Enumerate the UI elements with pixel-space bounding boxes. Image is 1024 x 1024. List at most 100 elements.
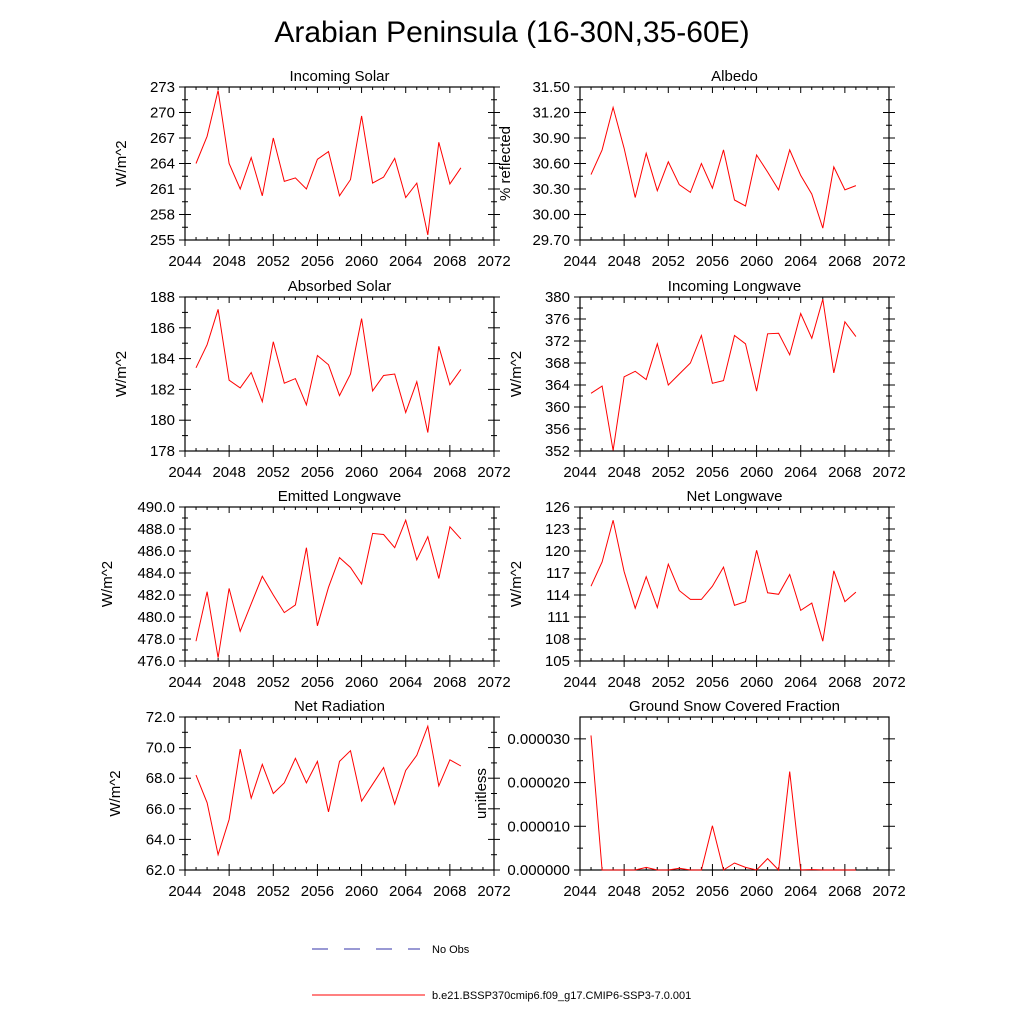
data-point [284, 382, 286, 384]
data-point [811, 869, 813, 871]
data-point [195, 774, 197, 776]
data-point [361, 583, 363, 585]
x-tick-label: 2052 [652, 674, 685, 691]
data-point [449, 759, 451, 761]
y-tick-label: 108 [545, 631, 570, 648]
data-point [295, 177, 297, 179]
data-point [590, 392, 592, 394]
panel-incoming-solar: Incoming Solar 2044 2048 2052 2056 2060 2064 20… [113, 68, 511, 270]
y-axis-label: W/m^2 [107, 770, 124, 816]
y-tick-label: 0.000010 [507, 818, 570, 835]
y-tick-label: 72.0 [146, 709, 175, 726]
x-tick-label: 2060 [740, 674, 773, 691]
data-point [206, 344, 208, 346]
y-tick-label: 486.0 [137, 543, 175, 560]
data-point [645, 576, 647, 578]
data-point [590, 585, 592, 587]
data-point [328, 364, 330, 366]
y-tick-label: 70.0 [146, 740, 175, 757]
panel-title: Albedo [711, 68, 758, 85]
y-tick-label: 0.000020 [507, 775, 570, 792]
legend: No Obs b.e21.BSSP370cmip6.f09_g17.CMIP6-S… [312, 944, 691, 1002]
x-tick-label: 2044 [168, 253, 201, 270]
data-point [239, 188, 241, 190]
data-point [295, 378, 297, 380]
x-tick-label: 2052 [257, 464, 290, 481]
x-tick-label: 2064 [784, 674, 817, 691]
data-point [656, 607, 658, 609]
data-point [372, 390, 374, 392]
x-tick-label: 2072 [872, 674, 905, 691]
data-point [339, 195, 341, 197]
data-point [822, 227, 824, 229]
data-point [250, 797, 252, 799]
y-tick-label: 178 [150, 443, 175, 460]
data-point [228, 588, 230, 590]
panel-title: Emitted Longwave [278, 488, 401, 505]
x-tick-label: 2048 [607, 464, 640, 481]
x-tick-label: 2052 [652, 464, 685, 481]
y-axis-label: % reflected [497, 126, 514, 201]
y-tick-label: 66.0 [146, 801, 175, 818]
data-point [679, 867, 681, 869]
x-tick-label: 2072 [872, 883, 905, 900]
data-point [449, 183, 451, 185]
data-point [206, 802, 208, 804]
data-point [416, 182, 418, 184]
y-tick-label: 114 [546, 587, 570, 604]
y-tick-label: 30.90 [532, 130, 570, 147]
data-point [789, 149, 791, 151]
data-point [438, 578, 440, 580]
x-tick-label: 2064 [389, 883, 422, 900]
data-point [734, 862, 736, 864]
data-point [383, 767, 385, 769]
data-point [612, 107, 614, 109]
data-point [195, 640, 197, 642]
panel-net-radiation: Net Radiation 2044 2048 2052 2056 2060 2064 206… [107, 698, 511, 900]
data-point [679, 184, 681, 186]
data-point [405, 770, 407, 772]
data-point [811, 602, 813, 604]
data-point [601, 385, 603, 387]
series-line [590, 520, 857, 642]
plot-frame [579, 716, 890, 871]
data-point [645, 153, 647, 155]
series-line [590, 299, 857, 451]
data-point [656, 190, 658, 192]
y-tick-label: 352 [545, 443, 570, 460]
data-point [339, 557, 341, 559]
series-line [195, 724, 462, 857]
data-point [405, 519, 407, 521]
data-point [778, 593, 780, 595]
data-point [405, 197, 407, 199]
x-tick-label: 2056 [301, 674, 334, 691]
data-point [800, 610, 802, 612]
panel-title: Incoming Solar [289, 68, 389, 85]
data-point [634, 370, 636, 372]
panel-ground-snow-covered-fraction: Ground Snow Covered Fraction 2044 2048 2052… [473, 698, 906, 900]
data-point [427, 234, 429, 236]
data-point [767, 592, 769, 594]
y-tick-label: 255 [150, 232, 175, 249]
plot-frame [184, 716, 495, 871]
data-point [394, 803, 396, 805]
data-point [690, 599, 692, 601]
data-point [361, 115, 363, 117]
data-point [667, 869, 669, 871]
data-point [601, 561, 603, 563]
series-line [195, 90, 462, 236]
x-tick-label: 2068 [433, 464, 466, 481]
y-tick-label: 126 [545, 499, 570, 516]
data-point [745, 601, 747, 603]
series-line [590, 735, 856, 872]
data-point [284, 612, 286, 614]
series-line [195, 309, 462, 433]
data-point [449, 526, 451, 528]
data-point [723, 380, 725, 382]
data-point [272, 341, 274, 343]
data-point [734, 604, 736, 606]
data-point [701, 599, 703, 601]
x-tick-label: 2060 [345, 253, 378, 270]
data-point [767, 333, 769, 335]
data-point [427, 725, 429, 727]
